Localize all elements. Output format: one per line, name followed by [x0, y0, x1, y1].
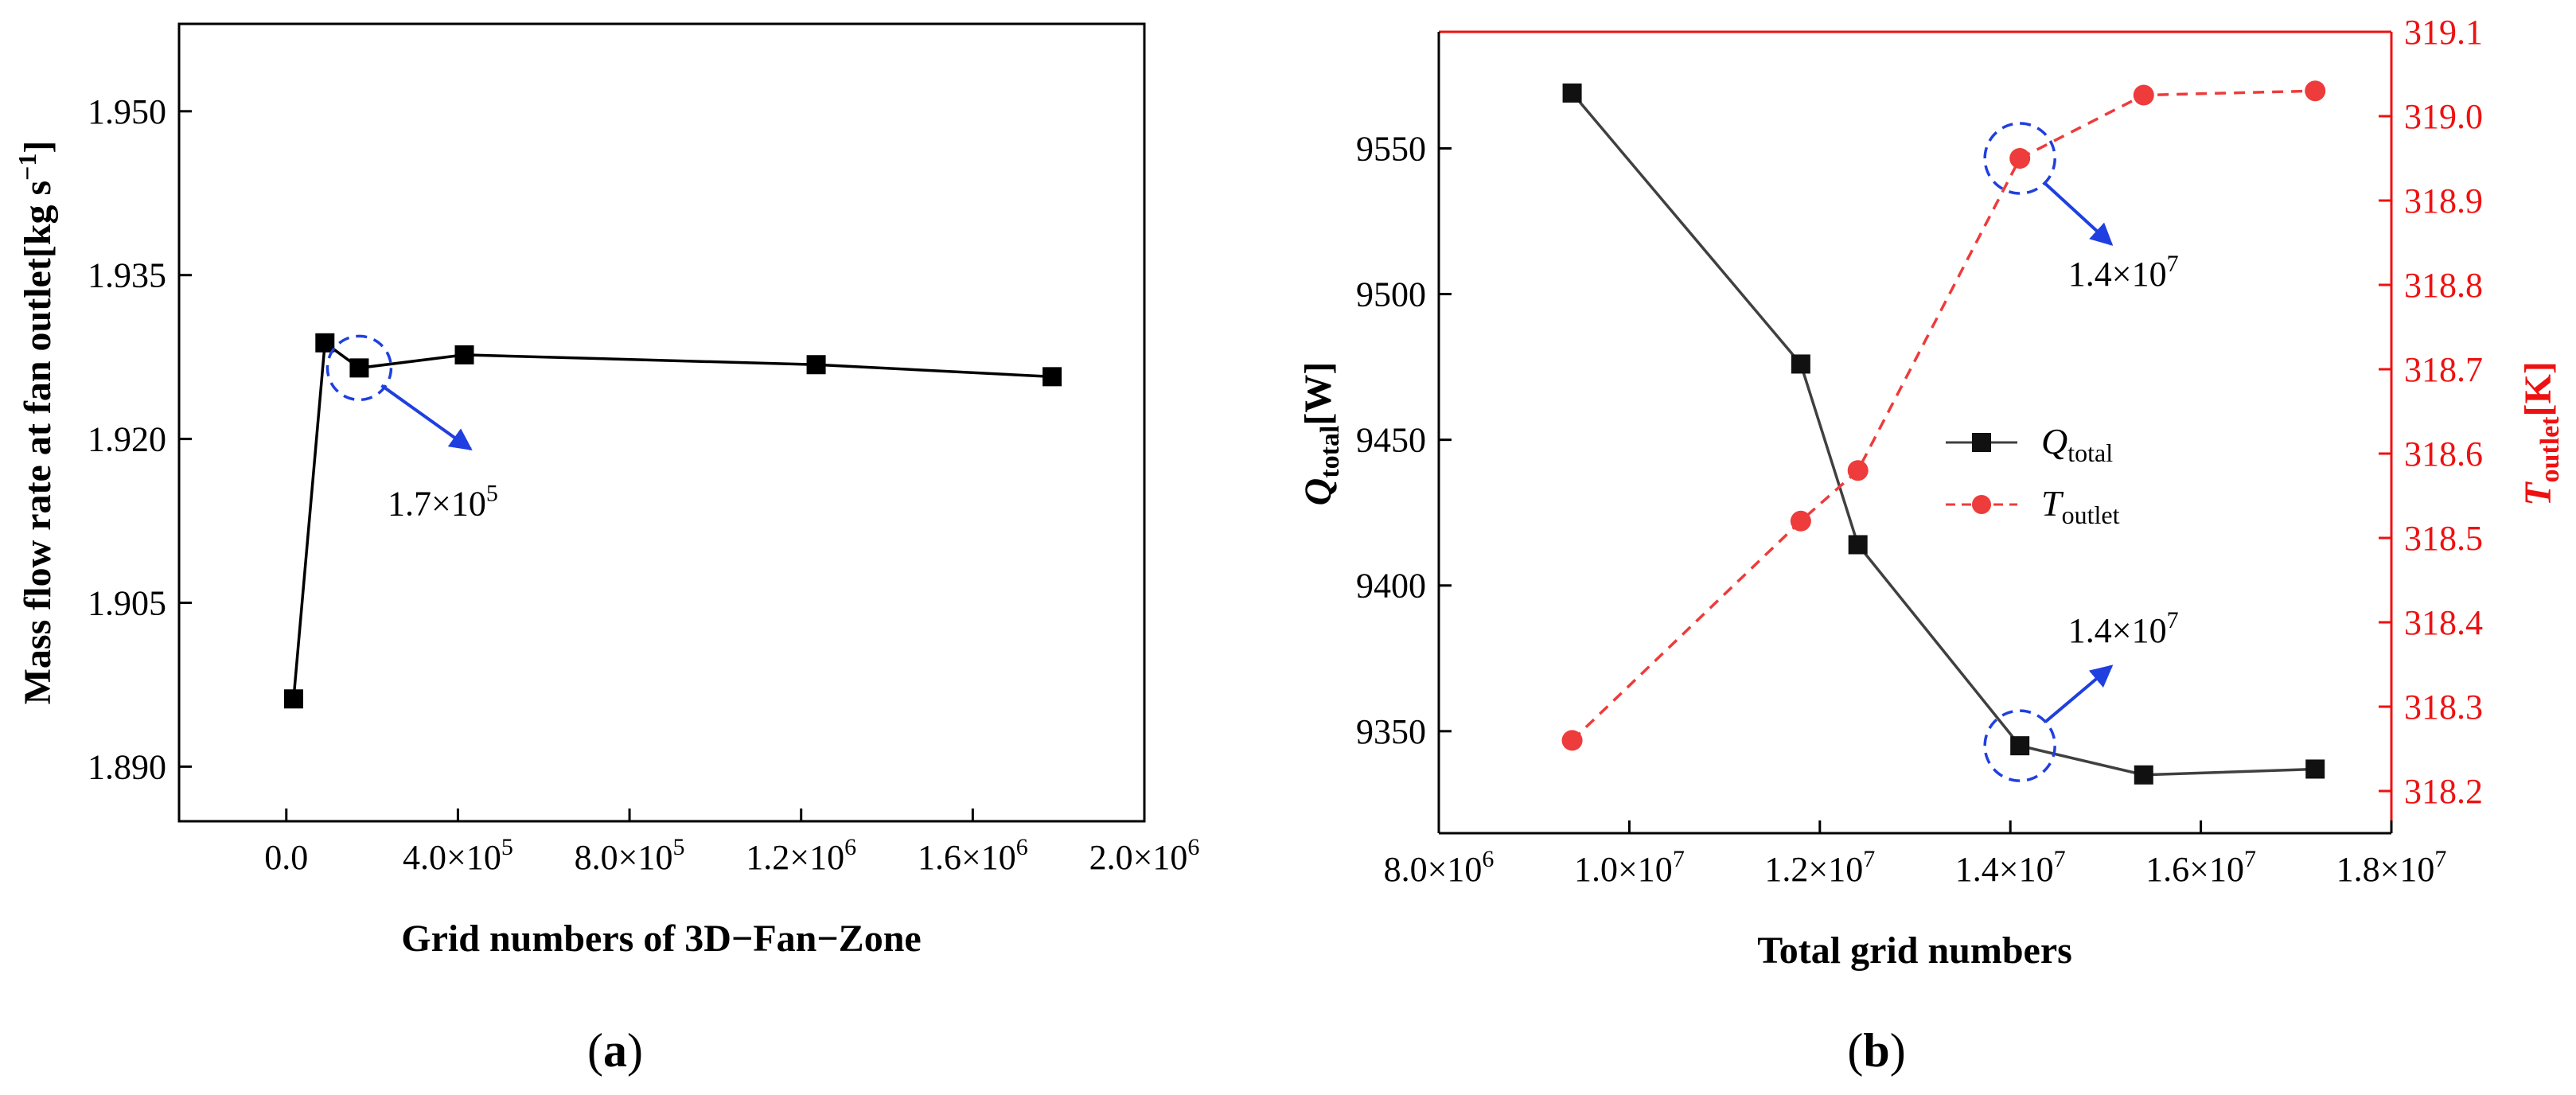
series-line: [292, 340, 1053, 699]
highlight-circle: [1983, 709, 2056, 782]
caption-a: (a): [587, 1024, 643, 1077]
y-tick-label: 1.890: [88, 747, 166, 786]
data-point: [454, 345, 474, 364]
x-tick-label: 1.2×106: [746, 834, 856, 877]
chart-b-annotations: 1.4×107 1.4×107: [1983, 122, 2179, 782]
data-point-total: [1562, 83, 1582, 103]
data-point-outlet: [1790, 510, 1811, 532]
y-left-tick-label: 9450: [1356, 421, 1426, 460]
y-tick-label: 1.935: [88, 256, 166, 295]
chart-b-legend: Qtotal Toutlet: [1946, 421, 2120, 529]
y-left-tick-label: 9500: [1356, 275, 1426, 314]
data-point-outlet: [2305, 80, 2326, 102]
chart-a-frame: [177, 22, 1146, 823]
x-tick-label: 1.0×107: [1574, 846, 1685, 889]
chart-b-series: [1561, 80, 2326, 785]
chart-a-x-ticks: 0.0 4.0×105 8.0×105 1.2×106 1.6×106 2.0×106: [264, 809, 1199, 877]
chart-a-y-ticks: 1.890 1.905 1.920 1.935 1.950: [88, 92, 192, 786]
data-point-outlet: [2133, 84, 2154, 106]
y-right-tick-label: 319.0: [2404, 97, 2483, 136]
data-point: [1042, 367, 1062, 387]
data-point-total: [2305, 759, 2325, 779]
data-point: [806, 355, 826, 375]
legend-marker-circle: [1972, 495, 1991, 514]
legend-item-q-total: Qtotal: [1946, 421, 2113, 467]
annotation-arrow: [2042, 181, 2114, 246]
data-point-total: [1791, 354, 1810, 374]
chart-a-xlabel: Grid numbers of 3D−Fan−Zone: [401, 918, 921, 960]
y-right-tick-label: 318.4: [2404, 603, 2483, 642]
y-tick-label: 1.905: [88, 583, 166, 622]
data-point: [315, 333, 335, 353]
y-right-tick-label: 318.9: [2404, 181, 2483, 220]
chart-b-xlabel: Total grid numbers: [1757, 929, 2072, 972]
x-tick-label: 0.0: [264, 838, 308, 877]
chart-a: 0.0 4.0×105 8.0×105 1.2×106 1.6×106 2.0×106 1…: [13, 22, 1199, 1077]
data-point: [349, 358, 369, 378]
chart-b: 8.0×106 1.0×107 1.2×107 1.4×107 1.6×107 1.8×1…: [1297, 13, 2565, 1077]
y-right-tick-label: 318.2: [2404, 772, 2483, 811]
x-tick-label: 1.6×106: [918, 834, 1028, 877]
chart-b-y-ticks-left: 9350 9400 9450 9500 9550: [1356, 129, 1452, 751]
y-left-tick-label: 9550: [1356, 129, 1426, 168]
chart-a-ylabel: Mass flow rate at fan outlet[kg s−1]: [13, 141, 59, 705]
y-right-tick-label: 318.7: [2404, 350, 2483, 389]
x-tick-label: 1.4×107: [1955, 846, 2066, 889]
y-right-tick-label: 318.6: [2404, 434, 2483, 473]
y-tick-label: 1.950: [88, 92, 166, 131]
x-tick-label: 1.2×107: [1764, 846, 1875, 889]
annotation-arrow: [380, 384, 473, 450]
data-point-total: [2134, 765, 2153, 785]
y-right-tick-label: 318.3: [2404, 688, 2483, 727]
y-left-tick-label: 9400: [1356, 567, 1426, 606]
legend-marker-square: [1972, 433, 1991, 452]
annotation-label: 1.7×105: [388, 480, 498, 523]
y-right-tick-label: 318.8: [2404, 266, 2483, 305]
chart-b-x-ticks: 8.0×106 1.0×107 1.2×107 1.4×107 1.6×107 1.8×1…: [1384, 820, 2447, 889]
chart-b-ylabel-left: Qtotal[W]: [1297, 362, 1345, 506]
data-point: [283, 689, 303, 709]
annotation-arrow: [2044, 664, 2114, 723]
series-line-outlet: [1571, 89, 2316, 742]
chart-b-y-ticks-right: 318.2 318.3 318.4 318.5 318.6 318.7 318.8 318.9…: [2379, 13, 2483, 811]
annotation-label: 1.4×107: [2068, 607, 2179, 650]
data-point-outlet: [1847, 460, 1869, 481]
data-point-outlet: [1561, 730, 1583, 751]
x-tick-label: 4.0×105: [403, 834, 513, 877]
chart-b-ylabel-right: Toutlet[K]: [2517, 361, 2565, 506]
chart-a-series: [283, 333, 1062, 709]
highlight-circle: [1983, 122, 2056, 195]
caption-b: (b): [1847, 1024, 1905, 1077]
data-point-total: [2010, 736, 2030, 756]
x-tick-label: 1.8×107: [2336, 846, 2447, 889]
svg-text:Qtotal: Qtotal: [2041, 421, 2113, 467]
series-line-total: [1571, 92, 2316, 777]
annotation-label: 1.4×107: [2068, 251, 2179, 294]
y-right-tick-label: 319.1: [2404, 13, 2483, 52]
chart-a-annotation: 1.7×105: [325, 334, 498, 523]
y-right-tick-label: 318.5: [2404, 519, 2483, 558]
svg-text:Toutlet: Toutlet: [2041, 483, 2120, 529]
x-tick-label: 8.0×106: [1384, 846, 1495, 889]
x-tick-label: 1.6×107: [2145, 846, 2256, 889]
data-point-outlet: [2009, 148, 2031, 169]
x-tick-label: 8.0×105: [575, 834, 685, 877]
highlight-circle: [325, 334, 393, 402]
x-tick-label: 2.0×106: [1089, 834, 1200, 877]
data-point-total: [1848, 535, 1868, 555]
y-left-tick-label: 9350: [1356, 712, 1426, 751]
y-tick-label: 1.920: [88, 420, 166, 459]
legend-item-t-outlet: Toutlet: [1946, 483, 2120, 529]
